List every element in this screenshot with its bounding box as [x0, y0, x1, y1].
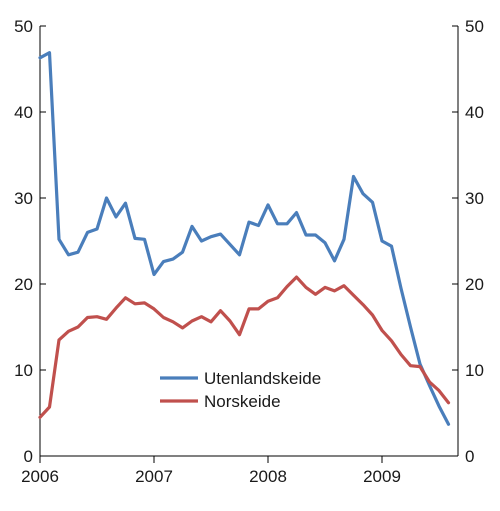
x-tick-label: 2006 [21, 467, 59, 486]
y-tick-label-right: 30 [465, 189, 484, 208]
y-tick-label-right: 50 [465, 17, 484, 36]
y-tick-label-left: 40 [14, 103, 33, 122]
axes: 0 0 10 10 20 20 30 30 40 40 50 50 2006 2007 2008 2009 [14, 17, 484, 486]
series-line-utenlandskeide [38, 51, 451, 426]
y-tick-label-left: 30 [14, 189, 33, 208]
y-tick-label-left: 50 [14, 17, 33, 36]
x-tick-label: 2008 [249, 467, 287, 486]
x-tick-label: 2007 [135, 467, 173, 486]
y-tick-label-right: 20 [465, 275, 484, 294]
y-tick-label-left: 0 [24, 447, 33, 466]
series-line-norskeide [38, 275, 451, 419]
x-tick-label: 2009 [363, 467, 401, 486]
y-tick-label-left: 20 [14, 275, 33, 294]
legend: Utenlandskeide Norskeide [160, 369, 321, 411]
series-lines [38, 51, 451, 426]
y-tick-label-right: 0 [465, 447, 474, 466]
y-tick-label-right: 40 [465, 103, 484, 122]
legend-label: Utenlandskeide [204, 369, 321, 388]
y-tick-label-left: 10 [14, 361, 33, 380]
legend-label: Norskeide [204, 392, 281, 411]
y-tick-label-right: 10 [465, 361, 484, 380]
